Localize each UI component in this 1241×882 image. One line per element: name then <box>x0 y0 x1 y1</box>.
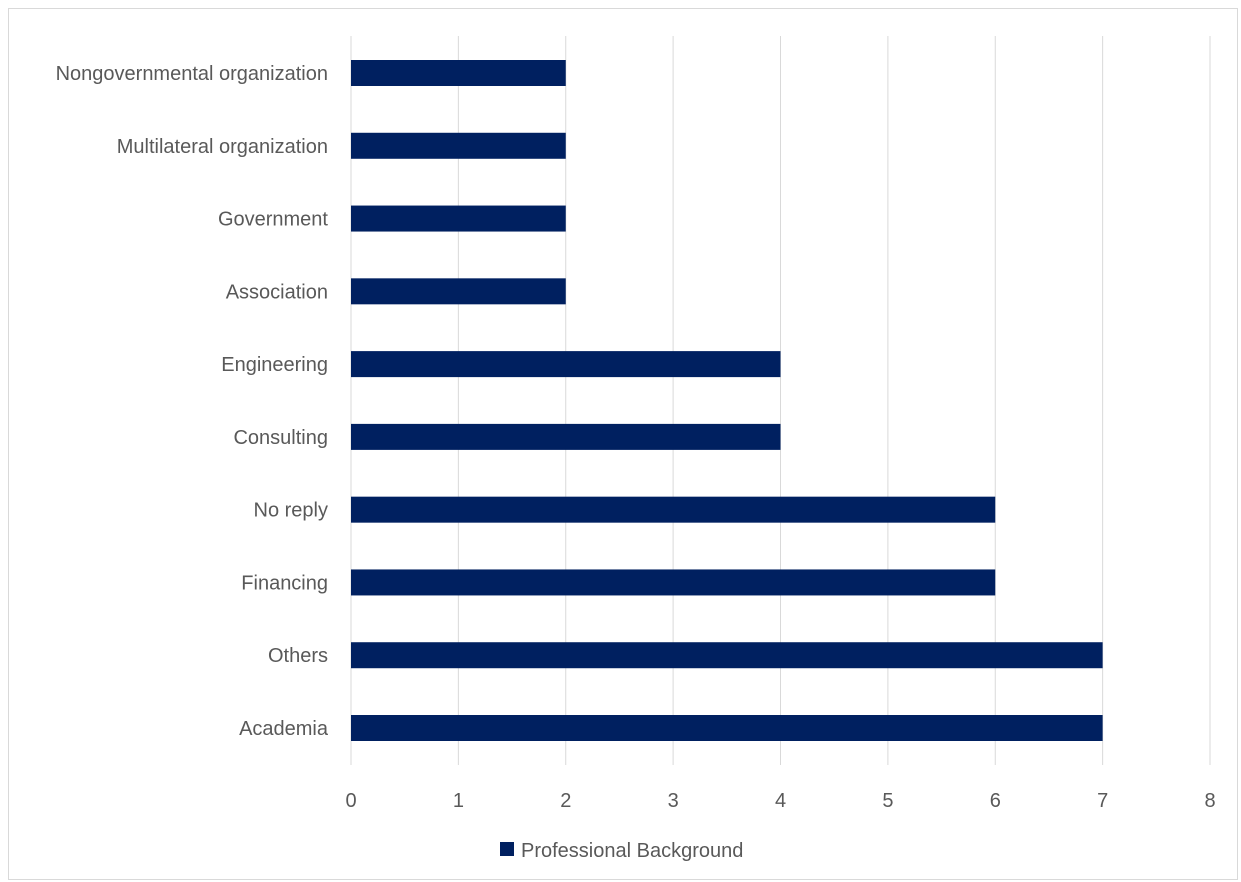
bar-consulting <box>351 423 781 450</box>
category-label: Engineering <box>221 354 328 376</box>
x-tick-label-4: 4 <box>775 790 786 812</box>
bar-academia <box>351 715 1103 741</box>
category-label: Consulting <box>233 427 328 449</box>
x-tick-label-5: 5 <box>882 790 893 812</box>
category-label: Multilateral organization <box>117 136 328 158</box>
bar-engineering <box>351 351 781 378</box>
legend: Professional Background <box>500 840 743 862</box>
x-tick-label-1: 1 <box>453 790 464 812</box>
x-tick-label-7: 7 <box>1097 790 1108 812</box>
x-tick-label-2: 2 <box>560 790 571 812</box>
x-tick-label-3: 3 <box>668 790 679 812</box>
bar-nongovernmental-organization <box>351 60 566 86</box>
category-label: Association <box>226 281 328 303</box>
bar-association <box>351 278 566 305</box>
bar-multilateral-organization <box>351 132 566 159</box>
category-label: Government <box>218 209 328 231</box>
x-tick-label-6: 6 <box>990 790 1001 812</box>
bar-financing <box>351 569 996 596</box>
x-tick-labels: 0 1 2 3 4 5 6 7 8 <box>345 790 1215 812</box>
bars <box>351 60 1103 741</box>
category-label: No reply <box>254 500 328 522</box>
category-label: Nongovernmental organization <box>56 63 328 85</box>
x-tick-label-8: 8 <box>1204 790 1215 812</box>
bar-others <box>351 642 1103 669</box>
legend-swatch <box>500 842 514 856</box>
bar-no-reply <box>351 496 996 523</box>
bar-government <box>351 205 566 232</box>
legend-label: Professional Background <box>521 840 743 862</box>
x-tick-label-0: 0 <box>345 790 356 812</box>
category-labels: Nongovernmental organization Multilateral… <box>56 63 329 740</box>
category-label: Financing <box>241 572 328 594</box>
category-label: Academia <box>239 718 329 740</box>
category-label: Others <box>268 645 328 667</box>
